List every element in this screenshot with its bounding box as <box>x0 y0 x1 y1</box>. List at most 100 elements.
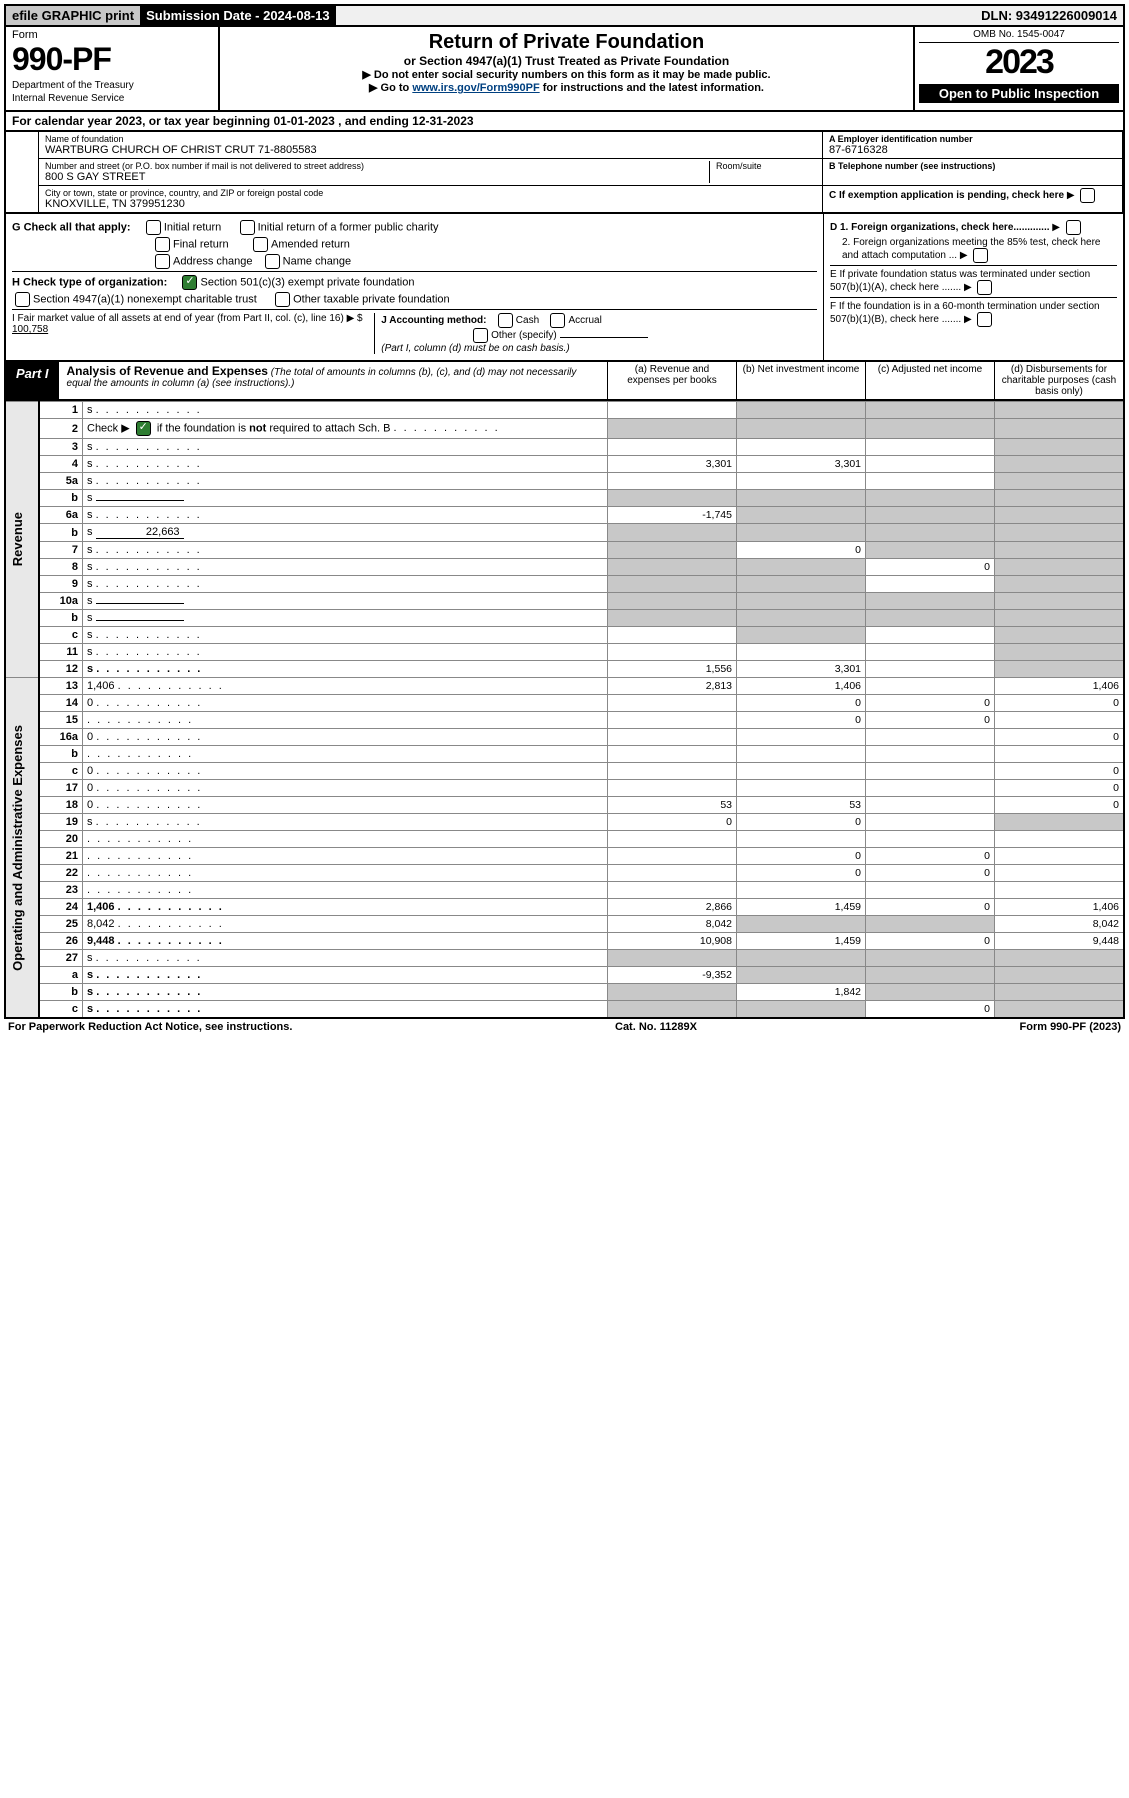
value-cell-a: 3,301 <box>608 456 737 473</box>
line-description: 1,406 <box>83 899 608 916</box>
table-row: 8s 0 <box>5 559 1124 576</box>
submission-date: Submission Date - 2024-08-13 <box>140 6 336 25</box>
value-cell-c <box>866 542 995 559</box>
j3-specify-input[interactable] <box>560 337 648 338</box>
value-cell-c <box>866 627 995 644</box>
line-description: s <box>83 402 608 419</box>
value-cell-a <box>608 610 737 627</box>
value-cell-d <box>995 419 1125 439</box>
h2-checkbox[interactable] <box>15 292 30 307</box>
g6-checkbox[interactable] <box>265 254 280 269</box>
e-row: E If private foundation status was termi… <box>830 265 1117 295</box>
line-number: 27 <box>39 950 83 967</box>
e-checkbox[interactable] <box>977 280 992 295</box>
table-row: 9s <box>5 576 1124 593</box>
value-cell-d <box>995 627 1125 644</box>
value-cell-a <box>608 576 737 593</box>
h1-label: Section 501(c)(3) exempt private foundat… <box>200 276 414 288</box>
value-cell-a <box>608 729 737 746</box>
value-cell-b <box>737 402 866 419</box>
value-cell-d <box>995 984 1125 1001</box>
i-value: 100,758 <box>12 324 48 335</box>
g1-checkbox[interactable] <box>146 220 161 235</box>
value-cell-a: -1,745 <box>608 507 737 524</box>
table-row: 7s 0 <box>5 542 1124 559</box>
table-row: 19s 00 <box>5 814 1124 831</box>
f-arrow <box>964 314 972 325</box>
line-number: 21 <box>39 848 83 865</box>
c-checkbox[interactable] <box>1080 188 1095 203</box>
form990pf-link[interactable]: www.irs.gov/Form990PF <box>412 82 539 94</box>
table-row: b <box>5 746 1124 763</box>
value-cell-a <box>608 695 737 712</box>
value-cell-b <box>737 882 866 899</box>
line-number: 18 <box>39 797 83 814</box>
value-cell-d <box>995 456 1125 473</box>
value-cell-a: -9,352 <box>608 967 737 984</box>
line-number: 24 <box>39 899 83 916</box>
h1-checkbox[interactable] <box>182 275 197 290</box>
line-number: 5a <box>39 473 83 490</box>
value-cell-c <box>866 661 995 678</box>
value-cell-c <box>866 439 995 456</box>
value-cell-b: 1,459 <box>737 933 866 950</box>
g4-checkbox[interactable] <box>253 237 268 252</box>
line-description: 0 <box>83 695 608 712</box>
opex-side-label: Operating and Administrative Expenses <box>5 678 39 1019</box>
note2-post: for instructions and the latest informat… <box>540 82 764 94</box>
g5-checkbox[interactable] <box>155 254 170 269</box>
line-number: 23 <box>39 882 83 899</box>
value-cell-d <box>995 1001 1125 1019</box>
j2-checkbox[interactable] <box>550 313 565 328</box>
value-cell-b <box>737 593 866 610</box>
col-d-head: (d) Disbursements for charitable purpose… <box>994 362 1123 399</box>
line-number: a <box>39 967 83 984</box>
j1-checkbox[interactable] <box>498 313 513 328</box>
f-checkbox[interactable] <box>977 312 992 327</box>
line-description: s <box>83 593 608 610</box>
value-cell-a <box>608 490 737 507</box>
line-description: s <box>83 559 608 576</box>
table-row: 12s 1,5563,301 <box>5 661 1124 678</box>
line-number: 6a <box>39 507 83 524</box>
line-description <box>83 746 608 763</box>
value-cell-d <box>995 967 1125 984</box>
ein-value: 87-6716328 <box>829 144 1116 156</box>
line-description: 9,448 <box>83 933 608 950</box>
note2-pre: Go to <box>381 82 413 94</box>
efile-label[interactable]: efile GRAPHIC print <box>6 6 140 25</box>
value-cell-b: 1,842 <box>737 984 866 1001</box>
line-description: Check ▶ if the foundation is not require… <box>83 419 608 439</box>
d2-checkbox[interactable] <box>973 248 988 263</box>
note-goto: Go to www.irs.gov/Form990PF for instruct… <box>226 81 907 94</box>
value-cell-d <box>995 559 1125 576</box>
form-title-block: Return of Private Foundation or Section … <box>220 27 913 110</box>
g3-checkbox[interactable] <box>155 237 170 252</box>
table-row: 170 0 <box>5 780 1124 797</box>
value-cell-c <box>866 729 995 746</box>
line-description: 0 <box>83 797 608 814</box>
line-number: 2 <box>39 419 83 439</box>
value-cell-d: 0 <box>995 797 1125 814</box>
value-cell-c <box>866 644 995 661</box>
value-cell-a <box>608 984 737 1001</box>
value-cell-a <box>608 559 737 576</box>
h3-checkbox[interactable] <box>275 292 290 307</box>
value-cell-c: 0 <box>866 933 995 950</box>
part1-header: Part I Analysis of Revenue and Expenses … <box>4 362 1125 401</box>
g2-checkbox[interactable] <box>240 220 255 235</box>
form-word: Form <box>12 29 212 41</box>
line-number: 19 <box>39 814 83 831</box>
value-cell-c <box>866 678 995 695</box>
d1-checkbox[interactable] <box>1066 220 1081 235</box>
line-description: 0 <box>83 780 608 797</box>
line-number: 3 <box>39 439 83 456</box>
j3-checkbox[interactable] <box>473 328 488 343</box>
col-c-head: (c) Adjusted net income <box>865 362 994 399</box>
form-subtitle: or Section 4947(a)(1) Trust Treated as P… <box>226 54 907 68</box>
city-label: City or town, state or province, country… <box>45 188 816 198</box>
value-cell-a <box>608 419 737 439</box>
value-cell-b <box>737 1001 866 1019</box>
h-label: H Check type of organization: <box>12 276 167 288</box>
value-cell-c: 0 <box>866 559 995 576</box>
